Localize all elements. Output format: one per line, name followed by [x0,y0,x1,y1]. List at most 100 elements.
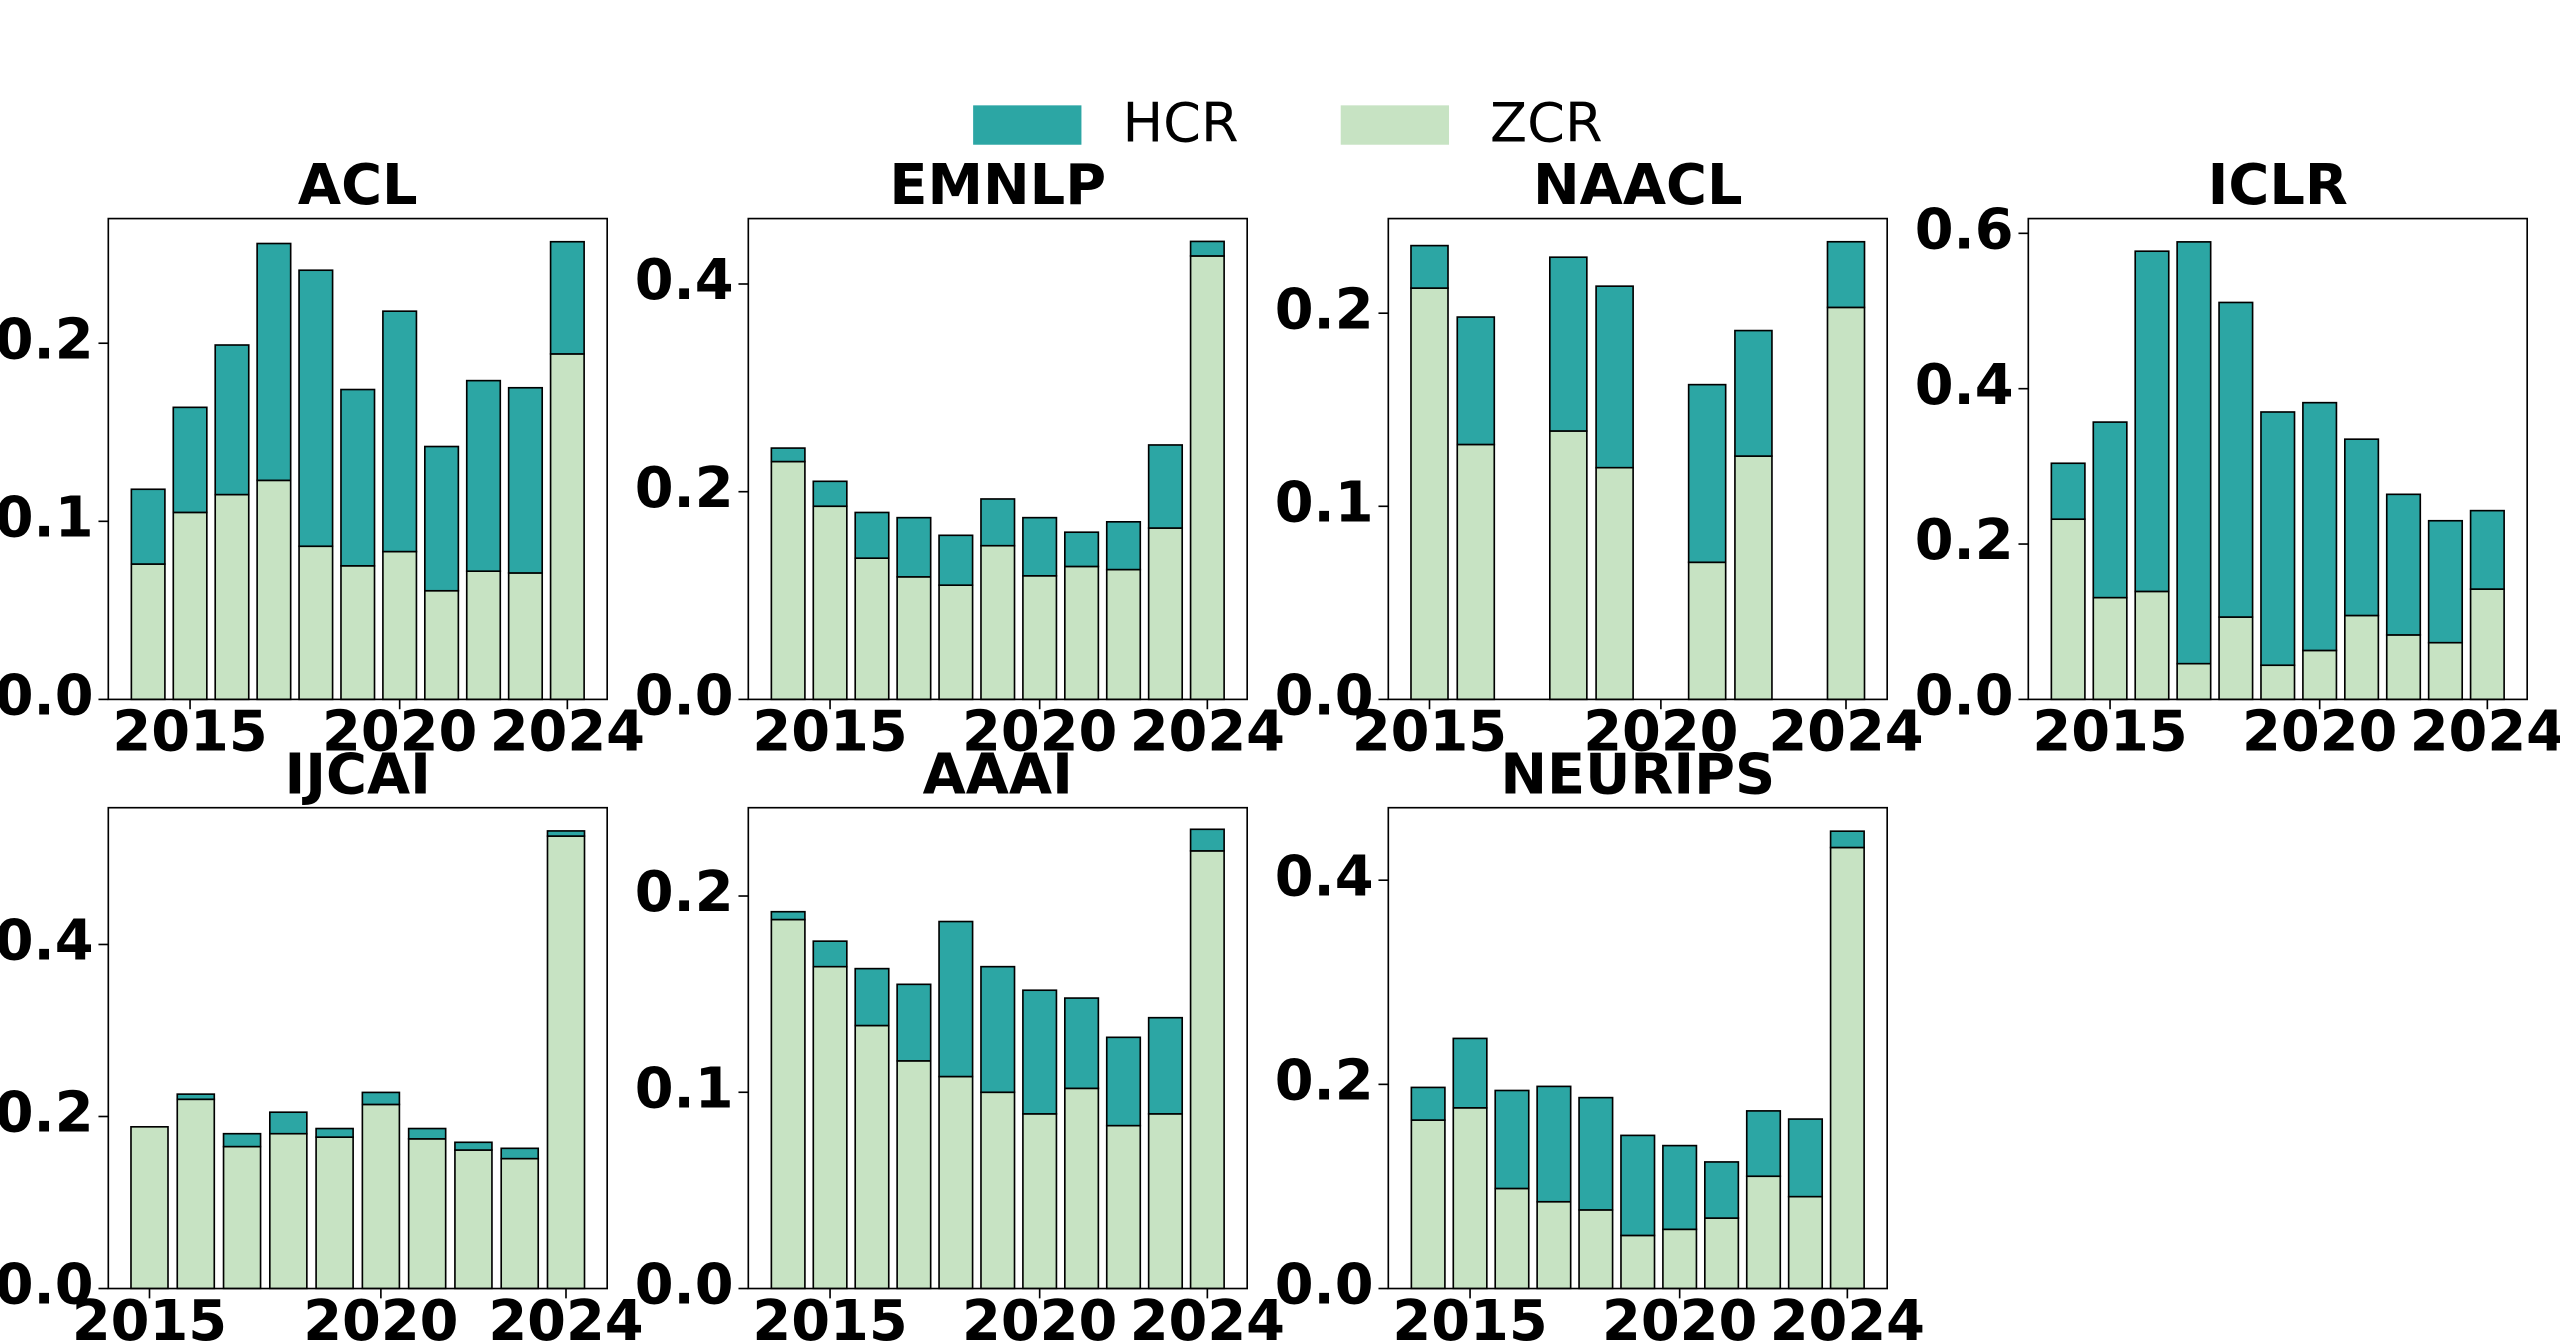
x-tick-label: 2024 [2410,700,2560,765]
bar [315,1127,354,1138]
bar [896,983,932,1062]
bar [214,344,250,496]
bar [2469,588,2505,701]
legend-swatch [1340,105,1450,145]
y-tick-label: 0.2 [635,860,734,925]
bar [1703,1161,1740,1219]
bar [340,565,376,701]
bar [2469,509,2505,590]
bar [896,576,932,701]
bar [222,1145,262,1290]
chart-title: ACL [298,153,418,218]
bar [500,1147,540,1160]
x-tick-label: 2020 [303,1289,458,1343]
bar [1063,565,1100,701]
bar [2302,401,2338,652]
bar [1595,285,1634,469]
chart-title: AAAI [923,742,1073,807]
y-tick-label: 0.2 [635,456,734,521]
chart-title: EMNLP [889,153,1106,218]
bar [407,1127,447,1140]
bar [2050,462,2086,521]
bar [2176,241,2212,665]
y-tick-label: 0.2 [1275,1048,1374,1113]
y-tick-label: 0.2 [1275,277,1374,342]
bar [1022,574,1058,701]
bar [1456,443,1496,701]
bar [812,965,848,1290]
x-tick-label: 2024 [1768,700,1923,765]
bar [812,505,848,701]
bar [980,544,1016,701]
x-tick-label: 2015 [1352,700,1507,765]
x-tick-label: 2015 [752,1289,907,1343]
legend-label: HCR [1122,91,1238,154]
plot-frame [747,806,1248,1290]
bar [546,830,586,837]
x-tick-label: 2024 [1770,1289,1925,1343]
bar [854,1024,890,1290]
bar [1105,520,1142,571]
bar [938,534,974,586]
y-tick-label: 0.1 [635,1056,734,1121]
bar [454,1141,493,1151]
bar [1745,1175,1782,1290]
bar [2092,596,2128,701]
bar [938,584,974,701]
x-tick-label: 2024 [1130,700,1285,765]
bar [1787,1195,1824,1290]
bar [130,563,166,701]
x-tick-label: 2020 [962,700,1117,765]
x-tick-label: 2020 [322,700,477,765]
y-tick-label: 0.0 [0,1253,94,1318]
bar [1687,561,1727,701]
bar [1063,1087,1100,1290]
bar [176,1098,216,1290]
bar [1456,316,1496,446]
bar [256,242,292,482]
bar [1787,1118,1824,1198]
bar [1410,244,1449,289]
chart-title: ICLR [2208,153,2348,218]
bar [268,1111,308,1135]
y-tick-label: 0.1 [1275,470,1374,535]
bar [222,1132,262,1148]
bar [1022,989,1058,1115]
bar [1548,256,1588,432]
bar [465,570,502,701]
chart-title: IJCAI [285,742,431,807]
plot-frame [2027,217,2528,701]
bar [1734,455,1773,701]
bar [1829,830,1865,849]
bar [1620,1234,1656,1290]
y-tick-label: 0.1 [0,485,94,550]
bar [382,550,418,701]
bar [507,386,544,574]
bar [407,1138,447,1290]
y-tick-label: 0.4 [0,909,94,974]
bar [2176,662,2212,701]
bar [1578,1096,1614,1211]
bar [1620,1134,1656,1237]
bar [172,511,208,701]
x-tick-label: 2015 [1392,1289,1547,1343]
bar [1189,240,1225,257]
bar [1734,329,1773,457]
y-tick-label: 0.4 [1915,353,2014,418]
bar [465,379,502,572]
bar [1494,1089,1530,1190]
bar [770,910,806,921]
bar [549,353,585,701]
y-tick-label: 0.2 [0,307,94,372]
x-tick-label: 2020 [2242,700,2397,765]
y-tick-label: 0.0 [1275,664,1374,729]
y-tick-label: 0.2 [0,1081,94,1146]
y-tick-label: 0.0 [635,1253,734,1318]
bar [980,1091,1016,1290]
bar [1536,1085,1572,1203]
bar [298,269,334,548]
plot-frame [1387,217,1888,701]
legend-label: ZCR [1490,91,1603,154]
bar [1022,516,1058,577]
